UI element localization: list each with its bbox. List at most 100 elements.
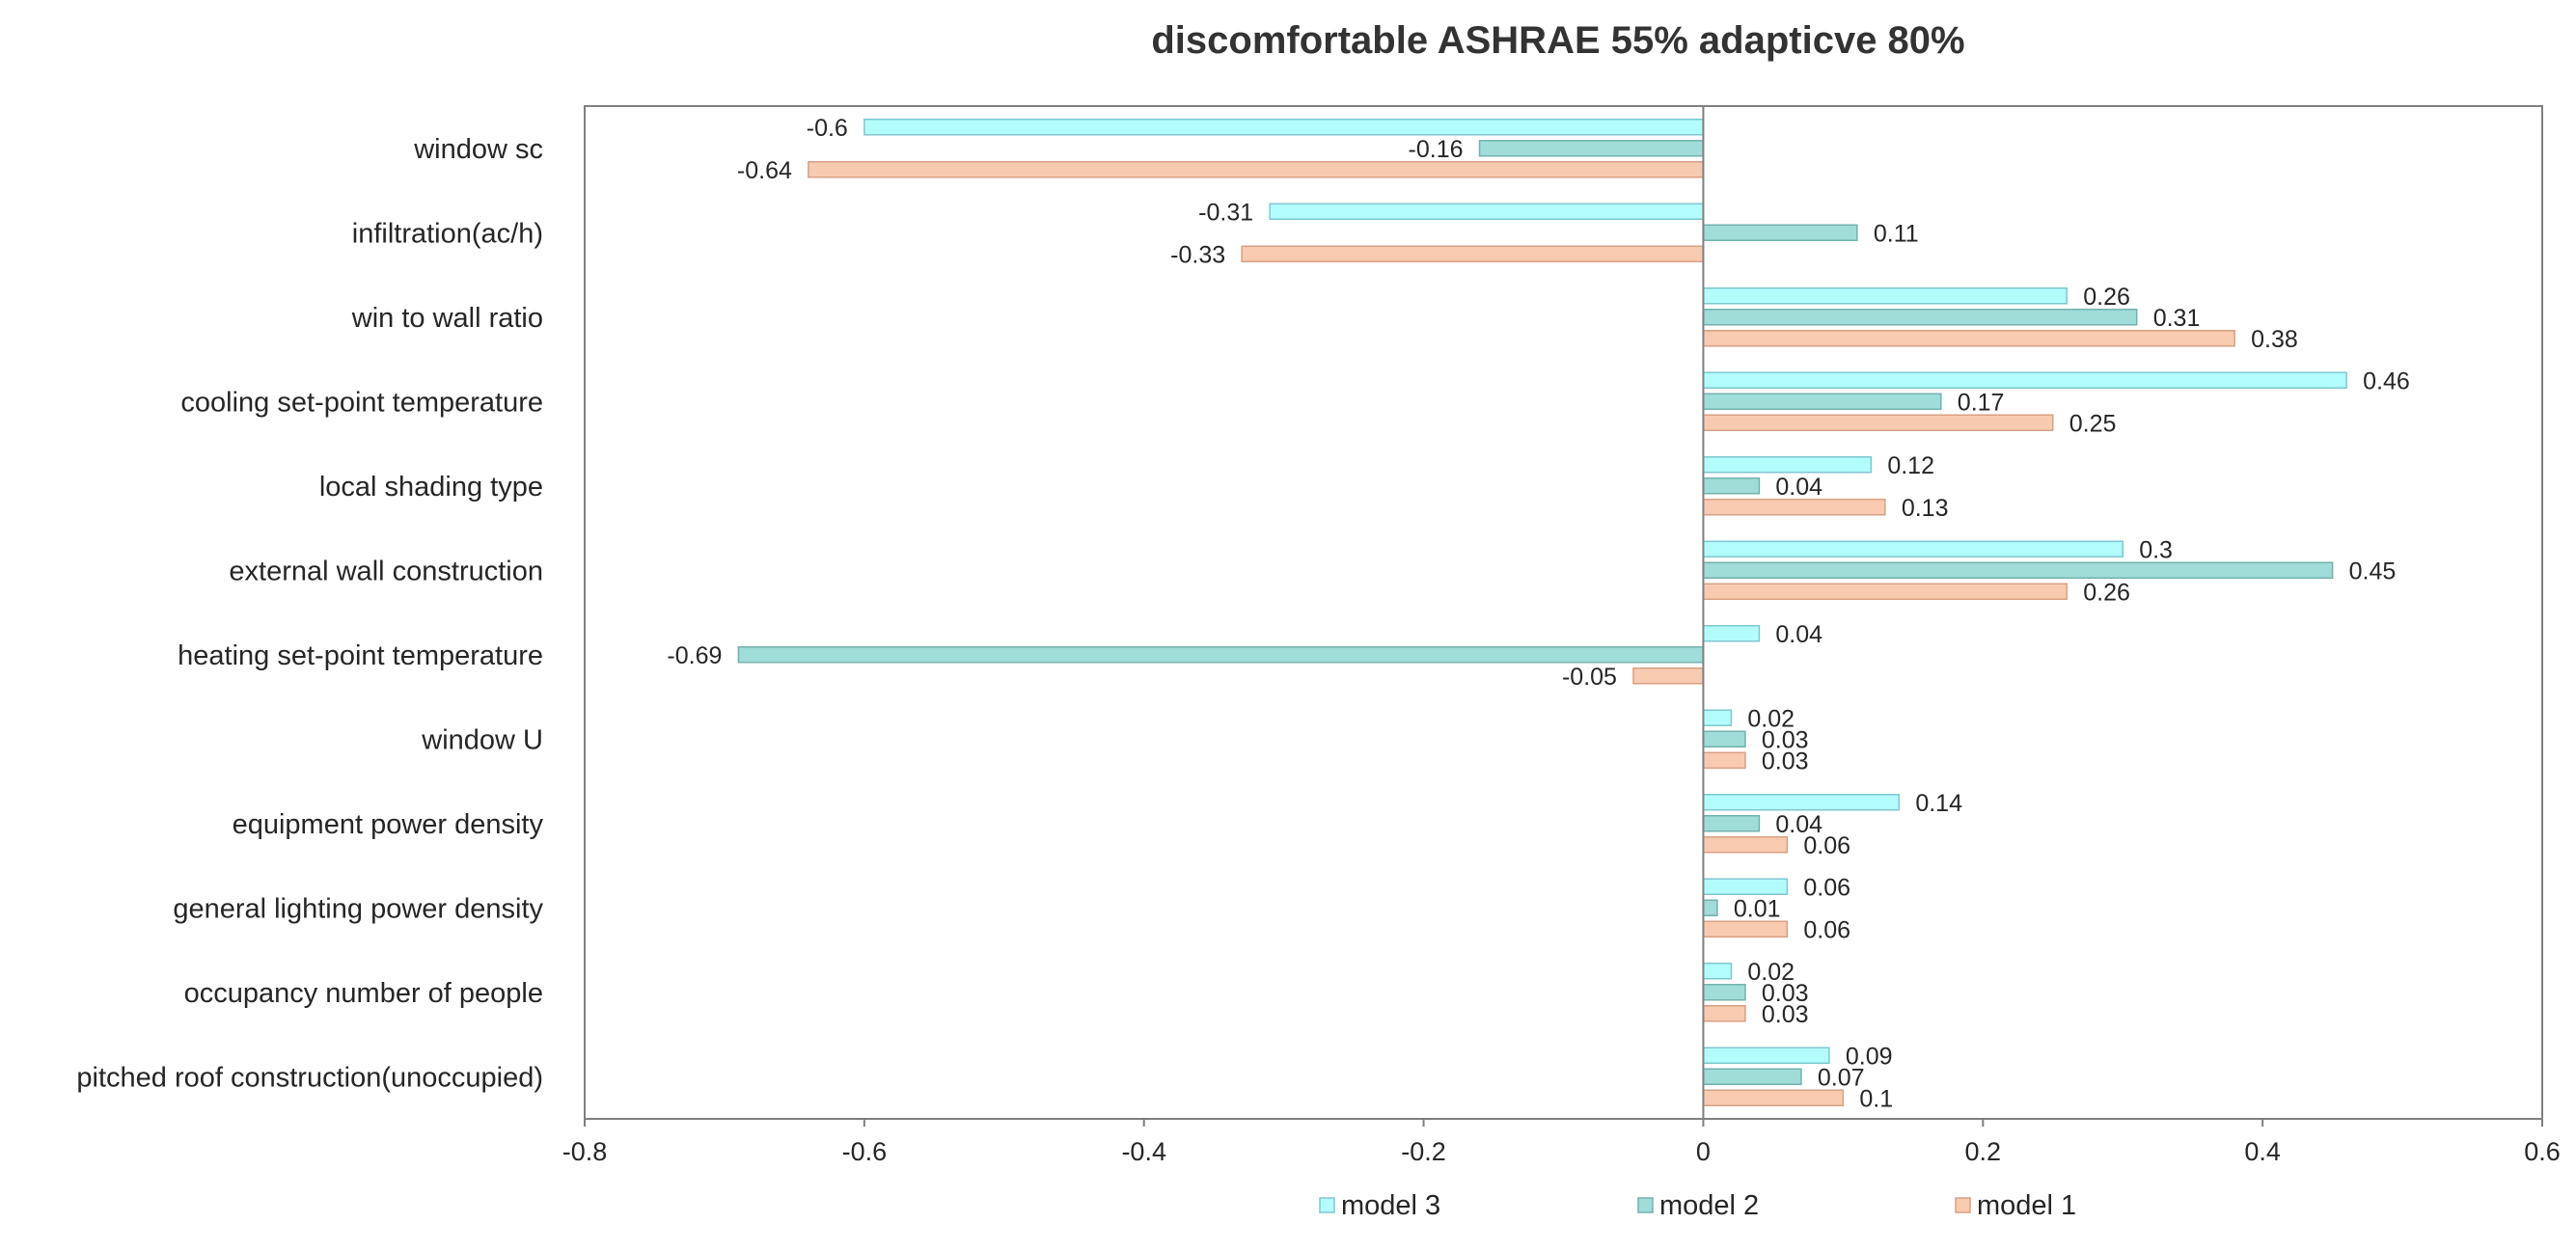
bar <box>1702 540 2124 558</box>
data-label: 0.01 <box>1734 895 1781 922</box>
bar <box>1702 920 1789 938</box>
bar <box>1702 963 1733 980</box>
bar <box>1702 878 1789 895</box>
x-tick-label: 0.6 <box>2524 1137 2561 1166</box>
legend-label: model 2 <box>1659 1190 1759 1221</box>
data-label: 0.03 <box>1762 726 1809 753</box>
category-label: equipment power density <box>233 809 544 840</box>
x-tick-label: 0 <box>1696 1137 1711 1166</box>
bar <box>1632 667 1705 685</box>
data-label: 0.03 <box>1762 748 1809 775</box>
bar <box>1702 330 2235 347</box>
category-label: cooling set-point temperature <box>180 387 543 418</box>
bar <box>1702 899 1718 916</box>
data-label: 0.04 <box>1775 474 1822 501</box>
chart-title: discomfortable ASHRAE 55% adapticve 80% <box>1151 19 1964 62</box>
legend-swatch <box>1319 1197 1335 1213</box>
bar <box>1702 794 1901 811</box>
data-label: 0.45 <box>2349 558 2397 585</box>
data-label: 0.07 <box>1818 1064 1865 1091</box>
bar <box>1702 414 2054 431</box>
data-label: 0.06 <box>1803 916 1850 943</box>
bar <box>1702 709 1733 726</box>
data-label: 0.11 <box>1874 220 1919 247</box>
data-label: 0.31 <box>2153 305 2201 332</box>
category-label: window sc <box>413 134 543 165</box>
bar <box>1702 836 1789 854</box>
data-label: -0.69 <box>667 642 722 669</box>
x-tick-label: 0.4 <box>2244 1137 2281 1166</box>
bar <box>808 161 1705 178</box>
bar <box>1702 1047 1830 1064</box>
legend-swatch <box>1637 1197 1654 1213</box>
x-tick-label: -0.8 <box>562 1137 608 1166</box>
data-label: 0.06 <box>1803 874 1850 901</box>
category-label: local shading type <box>319 472 543 503</box>
x-tick-label: -0.4 <box>1121 1137 1166 1166</box>
data-label: 0.02 <box>1747 705 1795 732</box>
bar <box>1702 1005 1746 1022</box>
bar <box>1702 393 1942 410</box>
data-label: -0.6 <box>807 115 848 142</box>
data-label: 0.26 <box>2083 284 2130 311</box>
bar <box>1241 245 1705 262</box>
data-label: -0.16 <box>1409 136 1464 163</box>
bar <box>1702 984 1746 1001</box>
data-label: 0.1 <box>1859 1085 1893 1112</box>
x-tick-label: 0.2 <box>1965 1137 2002 1166</box>
bar <box>1702 371 2347 389</box>
data-label: 0.25 <box>2069 410 2117 437</box>
legend: model 3 model 2 model 1 <box>1319 1190 2076 1221</box>
plot-area-frame <box>584 105 2543 1120</box>
data-label: 0.14 <box>1915 790 1962 817</box>
bar <box>1702 583 2068 600</box>
bar <box>863 119 1705 136</box>
data-label: 0.04 <box>1775 621 1822 648</box>
category-label: window U <box>421 724 543 755</box>
category-label: general lighting power density <box>173 893 543 924</box>
bar <box>1702 815 1761 832</box>
bar <box>1478 140 1705 157</box>
category-label: infiltration(ac/h) <box>352 218 543 249</box>
data-label: 0.06 <box>1803 832 1850 859</box>
data-label: 0.02 <box>1747 959 1795 986</box>
data-label: -0.31 <box>1198 199 1253 226</box>
data-label: -0.33 <box>1170 241 1225 268</box>
bar <box>1702 751 1746 769</box>
data-label: 0.03 <box>1762 1001 1809 1028</box>
bar <box>1702 1068 1802 1085</box>
data-label: 0.17 <box>1958 389 2005 416</box>
category-labels: window sc infiltration(ac/h) win to wall r… <box>76 134 543 1094</box>
data-label: 0.09 <box>1846 1043 1893 1070</box>
bar <box>1702 561 2334 579</box>
bar <box>1269 203 1705 220</box>
x-tick-label: -0.2 <box>1401 1137 1446 1166</box>
bar <box>1702 309 2138 326</box>
data-label: -0.05 <box>1562 664 1617 691</box>
data-label: 0.13 <box>1902 495 1949 522</box>
bar <box>1702 224 1858 241</box>
category-label: pitched roof construction(unoccupied) <box>76 1062 543 1093</box>
legend-label: model 3 <box>1341 1190 1440 1221</box>
bar <box>1702 1089 1845 1106</box>
data-label: 0.12 <box>1887 452 1934 479</box>
bar <box>1702 499 1886 516</box>
bars-layer: -0.6 -0.31 0.26 0.46 0.12 0.3 0.04 0.02 0.14 0.06… <box>667 106 2410 1119</box>
bar <box>737 646 1705 664</box>
category-label: win to wall ratio <box>351 303 543 334</box>
x-axis-ticks: -0.8 -0.6 -0.4 -0.2 0 0.2 0.4 0.6 <box>562 1119 2561 1166</box>
bar <box>1702 287 2068 305</box>
bar <box>1702 456 1873 474</box>
legend-swatch <box>1955 1197 1971 1213</box>
data-label: 0.03 <box>1762 980 1809 1007</box>
bar <box>1702 477 1761 495</box>
x-tick-label: -0.6 <box>842 1137 888 1166</box>
data-label: 0.04 <box>1775 811 1822 838</box>
bar <box>1702 730 1746 748</box>
category-label: external wall construction <box>229 556 543 586</box>
category-label: occupancy number of people <box>184 978 543 1009</box>
bar <box>1702 625 1761 642</box>
legend-label: model 1 <box>1977 1190 2076 1221</box>
data-label: -0.64 <box>737 157 792 184</box>
